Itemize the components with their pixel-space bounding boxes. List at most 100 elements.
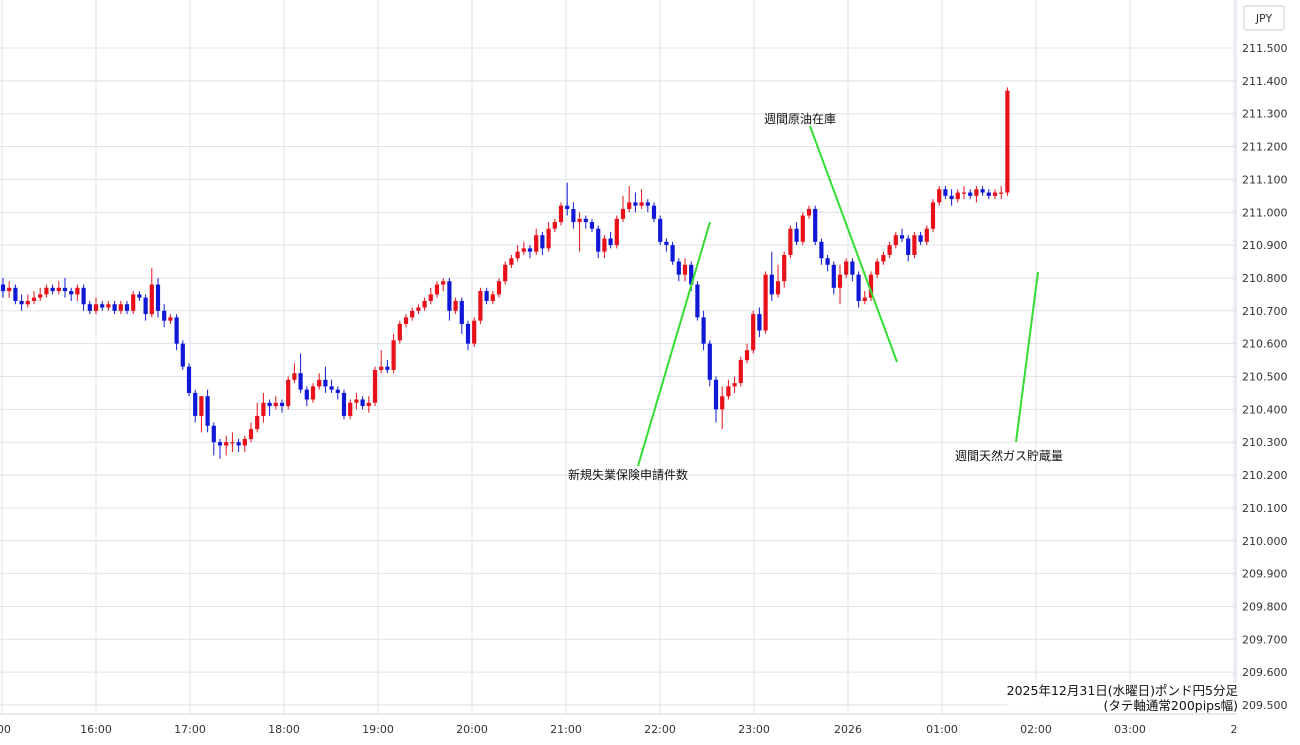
- candle-body-down: [949, 195, 954, 200]
- candle-body-up: [453, 300, 458, 311]
- candle-body-up: [881, 254, 886, 262]
- candle-body-down: [205, 396, 210, 426]
- candle-body-down: [825, 258, 830, 265]
- candle-body-down: [137, 294, 142, 298]
- x-tick-label: 23:00: [738, 723, 770, 736]
- candle-body-up: [168, 317, 173, 321]
- candle-body-down: [211, 425, 216, 443]
- candle-body-down: [899, 235, 905, 239]
- candle-body-down: [267, 402, 272, 407]
- candle-body-up: [106, 304, 111, 308]
- candle-body-up: [428, 294, 433, 301]
- y-tick-label: 210.000: [1242, 535, 1288, 548]
- candle-body-down: [689, 264, 694, 285]
- candle-body-up: [546, 228, 551, 249]
- candle-body-down: [484, 291, 489, 301]
- candle-body-up: [875, 261, 880, 275]
- candle-body-up: [738, 360, 743, 384]
- x-tick-label: :00: [0, 723, 11, 736]
- candle-body-up: [509, 258, 514, 265]
- x-tick-label: 20:00: [456, 723, 488, 736]
- candle-body-up: [230, 442, 235, 444]
- candle-body-up: [726, 386, 731, 397]
- candle-body-up: [366, 402, 371, 407]
- candle-body-up: [490, 294, 495, 301]
- chart-caption: 2025年12月31日(水曜日)ポンド円5分足 (タテ軸通常200pips幅): [1006, 683, 1238, 713]
- annotations: 新規失業保険申請件数 週間原油在庫 週間天然ガス貯蔵量: [568, 112, 1063, 482]
- y-tick-label: 211.000: [1242, 206, 1288, 219]
- currency-badge-box: [1243, 5, 1285, 31]
- candle-body-up: [472, 320, 477, 344]
- y-tick-label: 210.100: [1242, 502, 1288, 515]
- candle-body-down: [769, 274, 774, 295]
- candle-body-down: [100, 304, 105, 308]
- annotation-gas-storage: 週間天然ガス貯蔵量: [955, 448, 1063, 463]
- candle-body-down: [459, 300, 464, 324]
- candle-body-down: [298, 373, 303, 390]
- y-axis: 211.500 211.400 211.300 211.200 211.100 211.0…: [1235, 0, 1288, 714]
- currency-badge: JPY: [1243, 5, 1285, 31]
- candle-body-down: [143, 297, 148, 315]
- y-tick-label: 210.700: [1242, 305, 1288, 318]
- candle-body-up: [242, 438, 247, 446]
- candle-body-up: [224, 442, 229, 446]
- candle-body-down: [19, 300, 24, 305]
- candle-body-down: [608, 238, 613, 246]
- x-tick-label: 02:00: [1020, 723, 1052, 736]
- candle-body-down: [986, 192, 991, 196]
- candle-body-up: [974, 189, 979, 196]
- candle-body-down: [162, 310, 167, 321]
- candle-body-up: [199, 396, 204, 416]
- candle-body-up: [391, 340, 396, 370]
- candle-body-up: [38, 294, 43, 298]
- candle-body-up: [763, 274, 768, 331]
- candle-body-down: [304, 389, 309, 400]
- candle-body-up: [788, 228, 793, 255]
- x-tick-label: 22:00: [644, 723, 676, 736]
- x-tick-label: 19:00: [362, 723, 394, 736]
- candle-body-down: [856, 274, 861, 301]
- candle-body-up: [118, 304, 123, 311]
- candle-body-up: [552, 222, 557, 229]
- candle-body-down: [279, 402, 285, 407]
- x-tick-label: 2026: [834, 723, 862, 736]
- candle-body-up: [1005, 90, 1010, 193]
- candle-body-down: [360, 399, 365, 407]
- candle-body-down: [664, 241, 669, 246]
- candle-body-up: [416, 307, 421, 311]
- candle-body-down: [465, 323, 471, 344]
- candle-body-up: [56, 287, 61, 292]
- candle-body-down: [69, 291, 74, 295]
- candle-body-down: [819, 241, 824, 259]
- candle-body-up: [844, 261, 849, 275]
- candle-body-up: [775, 281, 781, 295]
- candle-body-up: [149, 284, 154, 315]
- candle-body-up: [521, 248, 526, 252]
- candle-body-down: [62, 287, 68, 292]
- candle-body-up: [862, 297, 867, 301]
- candle-body-down: [968, 192, 973, 196]
- annotation-line-crude-inventories: [809, 125, 898, 363]
- candle-body-up: [639, 202, 644, 206]
- candle-body-up: [292, 373, 297, 380]
- candle-body-down: [447, 281, 452, 311]
- candle-body-up: [744, 350, 750, 361]
- candle-body-up: [496, 281, 502, 295]
- candle-body-down: [571, 208, 576, 223]
- candle-body-up: [44, 287, 49, 295]
- candle-body-up: [441, 281, 446, 285]
- candle-body-up: [868, 274, 874, 298]
- candle-body-up: [379, 366, 384, 370]
- candle-body-down: [651, 205, 657, 219]
- candle-body-up: [131, 294, 136, 311]
- candle-body-up: [627, 202, 632, 209]
- y-tick-label: 210.800: [1242, 272, 1288, 285]
- candle-body-up: [620, 208, 626, 219]
- x-tick-label: 01:00: [926, 723, 958, 736]
- candle-body-down: [906, 238, 911, 255]
- candle-body-up: [348, 402, 353, 416]
- candle-body-down: [707, 343, 712, 380]
- x-tick-label: 2: [1231, 723, 1238, 736]
- candle-body-up: [558, 205, 564, 223]
